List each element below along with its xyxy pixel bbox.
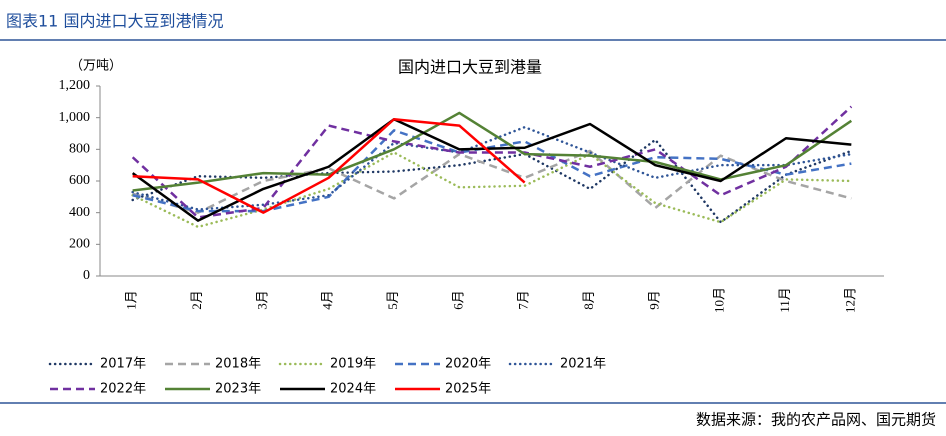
- x-tick-label: 11月: [777, 287, 792, 313]
- y-tick-label: 200: [69, 237, 90, 252]
- series-line: [131, 105, 853, 219]
- y-tick-label: 1,000: [59, 110, 91, 125]
- legend-label: 2017年: [100, 357, 146, 372]
- legend-label: 2021年: [560, 357, 606, 372]
- x-tick-label: 6月: [450, 290, 465, 310]
- x-tick-label: 1月: [124, 290, 139, 310]
- x-tick-label: 4月: [320, 290, 335, 310]
- x-tick-label: 7月: [516, 290, 531, 310]
- series-line: [131, 151, 853, 229]
- x-tick-label: 5月: [385, 290, 400, 310]
- series-line: [132, 118, 526, 214]
- x-tick-label: 9月: [646, 290, 661, 310]
- y-tick-label: 400: [69, 205, 90, 220]
- series-line: [132, 129, 852, 213]
- legend-label: 2023年: [215, 382, 261, 397]
- x-tick-label: 12月: [842, 287, 857, 313]
- x-tick-label: 3月: [254, 290, 269, 310]
- series-line: [131, 138, 853, 224]
- chart-title: 国内进口大豆到港量: [398, 59, 542, 77]
- legend-label: 2022年: [100, 382, 146, 397]
- series-line: [131, 125, 853, 211]
- x-tick-label: 10月: [712, 287, 727, 313]
- series-line: [132, 111, 853, 192]
- series-line: [132, 149, 852, 214]
- y-tick-label: 1,200: [59, 78, 91, 93]
- legend-label: 2018年: [215, 357, 261, 372]
- y-tick-label: 0: [83, 268, 90, 283]
- legend-label: 2019年: [330, 357, 376, 372]
- source: 数据来源：我的农产品网、国元期货: [696, 411, 936, 429]
- y-tick-label: 800: [69, 142, 90, 157]
- x-tick-label: 2月: [189, 290, 204, 310]
- y-tick-label: 600: [69, 173, 90, 188]
- legend-label: 2024年: [330, 382, 376, 397]
- series-line: [131, 118, 852, 222]
- figure-title: 图表11 国内进口大豆到港情况: [6, 12, 223, 31]
- y-axis-label: （万吨）: [70, 59, 122, 74]
- x-tick-label: 8月: [581, 290, 596, 310]
- legend-label: 2020年: [445, 357, 491, 372]
- legend-label: 2025年: [445, 382, 491, 397]
